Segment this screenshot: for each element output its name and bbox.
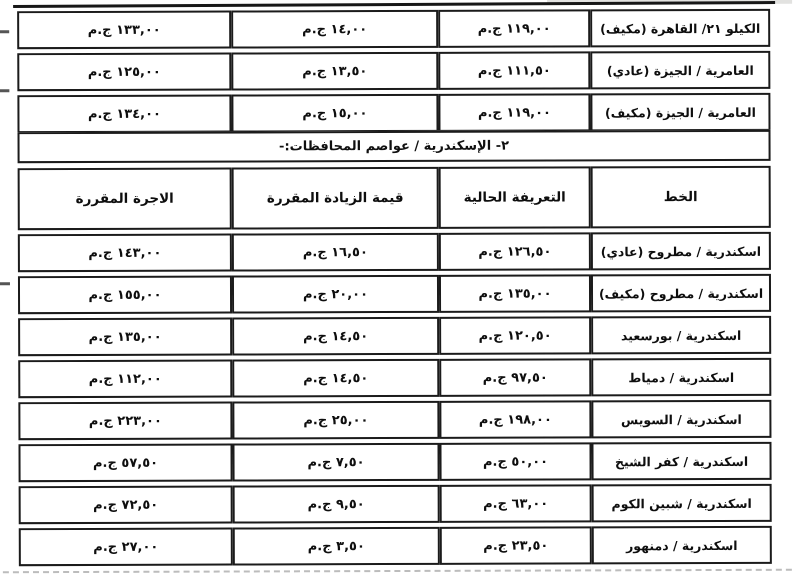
current-amount-cell: ٦٣,٠٠ ج.م: [439, 484, 592, 523]
current-amount-cell: ١٢٦,٥٠ ج.م: [438, 232, 591, 271]
increase-amount-cell: ٣,٥٠ ج.م: [232, 526, 440, 566]
route-cell: اسكندرية / كفر الشيخ: [591, 441, 772, 481]
column-header-route: الخط: [590, 165, 771, 229]
route-cell: اسكندرية / مطروح (مكيف): [590, 273, 772, 313]
increase-amount-cell: ٧,٥٠ ج.م: [232, 442, 440, 482]
table-row: الكيلو ٢١/ القاهرة (مكيف) ١١٩,٠٠ ج.م ١٤,٠٠…: [17, 8, 771, 50]
increase-amount-cell: ١٣,٥٠ ج.م: [231, 51, 439, 91]
increase-amount-cell: ١٦,٥٠ ج.م: [231, 232, 439, 272]
section-header-band: ٢- الإسكندرية / عواصم المحافظات:-: [17, 129, 771, 164]
route-cell: العامرية / الجيزة (عادي): [590, 50, 771, 90]
top-fare-table-fragment: الكيلو ٢١/ القاهرة (مكيف) ١١٩,٠٠ ج.م ١٤,٠٠…: [17, 5, 771, 137]
table-row: اسكندرية / شبين الكوم ٦٣,٠٠ ج.م ٩,٥٠ ج.م ٧٢…: [18, 483, 772, 525]
increase-amount-cell: ١٤,٥٠ ج.م: [232, 358, 440, 398]
increase-amount-cell: ١٤,٥٠ ج.م: [232, 316, 440, 356]
fare-amount-cell: ٧٢,٥٠ ج.م: [18, 485, 233, 525]
route-cell: اسكندرية / بورسعيد: [591, 315, 772, 355]
fare-amount-cell: ١٣٥,٠٠ ج.م: [18, 317, 233, 357]
current-amount-cell: ١١٩,٠٠ ج.م: [438, 93, 591, 132]
fare-amount-cell: ١١٢,٠٠ ج.م: [18, 359, 233, 399]
route-cell: اسكندرية / السويس: [591, 399, 772, 439]
main-fare-table-header: الخط التعريفة الحالية قيمة الزيادة المقر…: [17, 165, 771, 231]
current-amount-cell: ١١٩,٠٠ ج.م: [438, 9, 591, 48]
route-cell: العامرية / الجيزة (مكيف): [590, 92, 771, 132]
fare-amount-cell: ١٥٥,٠٠ ج.م: [17, 275, 233, 315]
fare-amount-cell: ١٣٣,٠٠ ج.م: [17, 10, 232, 50]
increase-amount-cell: ١٤,٠٠ ج.م: [231, 9, 439, 49]
route-cell: اسكندرية / مطروح (عادي): [590, 231, 771, 271]
route-cell: الكيلو ٢١/ القاهرة (مكيف): [590, 8, 771, 48]
column-header-approved-fare: الاجرة المقررة: [17, 167, 232, 231]
scan-artifact-edge-mark: [0, 282, 10, 286]
current-amount-cell: ١٣٥,٠٠ ج.م: [438, 274, 592, 313]
table-row: اسكندرية / دمياط ٩٧,٥٠ ج.م ١٤,٥٠ ج.م ١١٢,٠٠…: [18, 357, 772, 399]
scan-artifact-edge-mark: [0, 89, 10, 93]
increase-amount-cell: ٢٠,٠٠ ج.م: [231, 274, 440, 314]
current-amount-cell: ٥٠,٠٠ ج.م: [439, 442, 592, 481]
top-fare-table-body: الكيلو ٢١/ القاهرة (مكيف) ١١٩,٠٠ ج.م ١٤,٠٠…: [17, 8, 771, 134]
table-row: اسكندرية / بورسعيد ١٢٠,٥٠ ج.م ١٤,٥٠ ج.م ١٣٥…: [18, 315, 772, 357]
table-row: اسكندرية / كفر الشيخ ٥٠,٠٠ ج.م ٧,٥٠ ج.م ٥٧,…: [18, 441, 772, 483]
current-amount-cell: ١٩٨,٠٠ ج.م: [439, 400, 592, 439]
fare-amount-cell: ٥٧,٥٠ ج.م: [18, 443, 233, 483]
scan-artifact-edge-mark: [0, 30, 10, 34]
increase-amount-cell: ٢٥,٠٠ ج.م: [232, 400, 440, 440]
route-cell: اسكندرية / دمياط: [591, 357, 772, 397]
table-row: العامرية / الجيزة (عادي) ١١١,٥٠ ج.م ١٣,٥٠ …: [17, 50, 771, 92]
table-row: اسكندرية / مطروح (مكيف) ١٣٥,٠٠ ج.م ٢٠,٠٠ ج…: [17, 273, 772, 315]
table-row: اسكندرية / دمنهور ٢٣,٥٠ ج.م ٣,٥٠ ج.م ٢٧,٠٠ …: [18, 525, 772, 567]
fare-amount-cell: ١٢٥,٠٠ ج.م: [17, 52, 232, 92]
main-fare-table-body: اسكندرية / مطروح (عادي) ١٢٦,٥٠ ج.م ١٦,٥٠ ج…: [17, 231, 772, 567]
fare-amount-cell: ٢٢٣,٠٠ ج.م: [18, 401, 233, 441]
route-cell: اسكندرية / دمنهور: [591, 525, 772, 565]
fare-amount-cell: ١٤٣,٠٠ ج.م: [17, 233, 232, 273]
route-cell: اسكندرية / شبين الكوم: [591, 483, 772, 523]
fare-amount-cell: ١٣٤,٠٠ ج.م: [17, 94, 232, 134]
current-amount-cell: ١٢٠,٥٠ ج.م: [439, 316, 592, 355]
current-amount-cell: ٢٣,٥٠ ج.م: [439, 526, 592, 565]
section-title: ٢- الإسكندرية / عواصم المحافظات:-: [279, 138, 510, 155]
current-amount-cell: ٩٧,٥٠ ج.م: [439, 358, 592, 397]
fare-amount-cell: ٢٧,٠٠ ج.م: [18, 527, 233, 567]
increase-amount-cell: ٩,٥٠ ج.م: [232, 484, 440, 524]
table-row: اسكندرية / مطروح (عادي) ١٢٦,٥٠ ج.م ١٦,٥٠ ج…: [17, 231, 771, 273]
table-row: اسكندرية / السويس ١٩٨,٠٠ ج.م ٢٥,٠٠ ج.م ٢٢٣,…: [18, 399, 772, 441]
main-fare-table: الخط التعريفة الحالية قيمة الزيادة المقر…: [17, 162, 772, 570]
current-amount-cell: ١١١,٥٠ ج.م: [438, 51, 591, 90]
header-row: الخط التعريفة الحالية قيمة الزيادة المقر…: [17, 165, 771, 231]
column-header-current-tariff: التعريفة الحالية: [438, 166, 591, 229]
increase-amount-cell: ١٥,٠٠ ج.م: [231, 93, 439, 133]
column-header-increase-value: قيمة الزيادة المقررة: [231, 166, 439, 230]
table-row: العامرية / الجيزة (مكيف) ١١٩,٠٠ ج.م ١٥,٠٠ …: [17, 92, 771, 134]
